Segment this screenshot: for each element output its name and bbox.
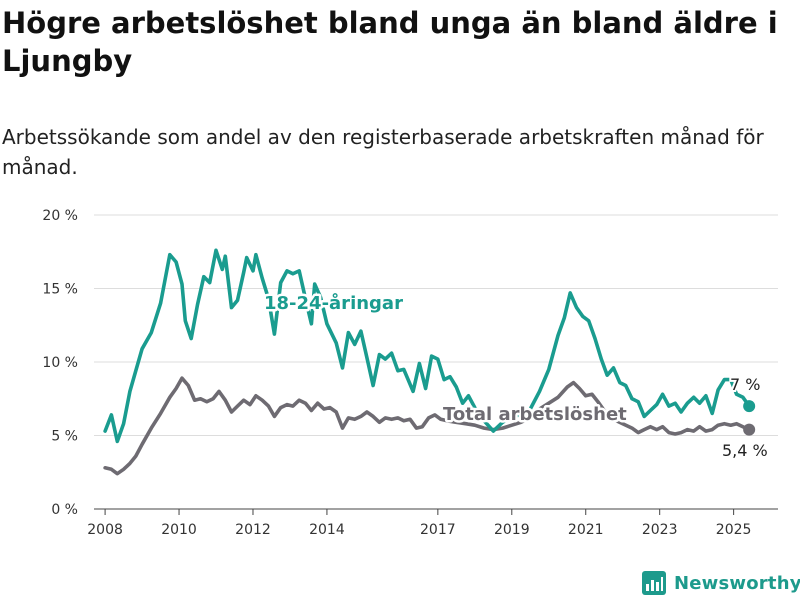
y-tick-label: 0 %: [51, 502, 78, 518]
series-line: [103, 376, 751, 476]
grid-lines: [94, 214, 778, 510]
brand-name: Newsworthy: [674, 572, 800, 594]
x-tick-label: 2010: [161, 522, 197, 538]
x-tick-label: 2014: [309, 522, 345, 538]
x-tick-label: 2008: [87, 522, 123, 538]
x-tick-label: 2019: [494, 522, 530, 538]
y-tick-label: 20 %: [42, 208, 78, 224]
chart-title: Högre arbetslöshet bland unga än bland ä…: [2, 6, 778, 78]
y-tick-label: 15 %: [42, 282, 78, 298]
y-tick-label: 5 %: [51, 429, 78, 445]
y-axis-ticks: 0 % 5 % 10 % 15 % 20 %: [42, 208, 78, 518]
x-axis-ticks: 2008 2010 2012 2014 2017 2019 2021 2023 2025: [87, 509, 751, 538]
series-lines: [103, 248, 756, 476]
series-labels: 18-24-åringar Total arbetslöshet 7 % 5,4 %: [262, 290, 770, 463]
end-value-label-total: 5,4 %: [722, 441, 768, 460]
x-tick-label: 2012: [235, 522, 271, 538]
series-label-total: Total arbetslöshet: [443, 404, 627, 425]
newsworthy-logo: Newsworthy: [642, 568, 800, 598]
series-line: [103, 248, 751, 444]
x-tick-label: 2021: [568, 522, 604, 538]
end-value-label-youth: 7 %: [730, 375, 760, 394]
series-end-point: [743, 400, 756, 413]
bar-chart-icon: [642, 571, 666, 595]
y-tick-label: 10 %: [42, 355, 78, 371]
x-tick-label: 2025: [716, 522, 752, 538]
x-tick-label: 2023: [642, 522, 678, 538]
x-tick-label: 2017: [420, 522, 456, 538]
chart-subtitle: Arbetssökande som andel av den registerb…: [2, 125, 764, 179]
series-end-point: [743, 423, 756, 436]
series-label-youth: 18-24-åringar: [264, 292, 403, 314]
